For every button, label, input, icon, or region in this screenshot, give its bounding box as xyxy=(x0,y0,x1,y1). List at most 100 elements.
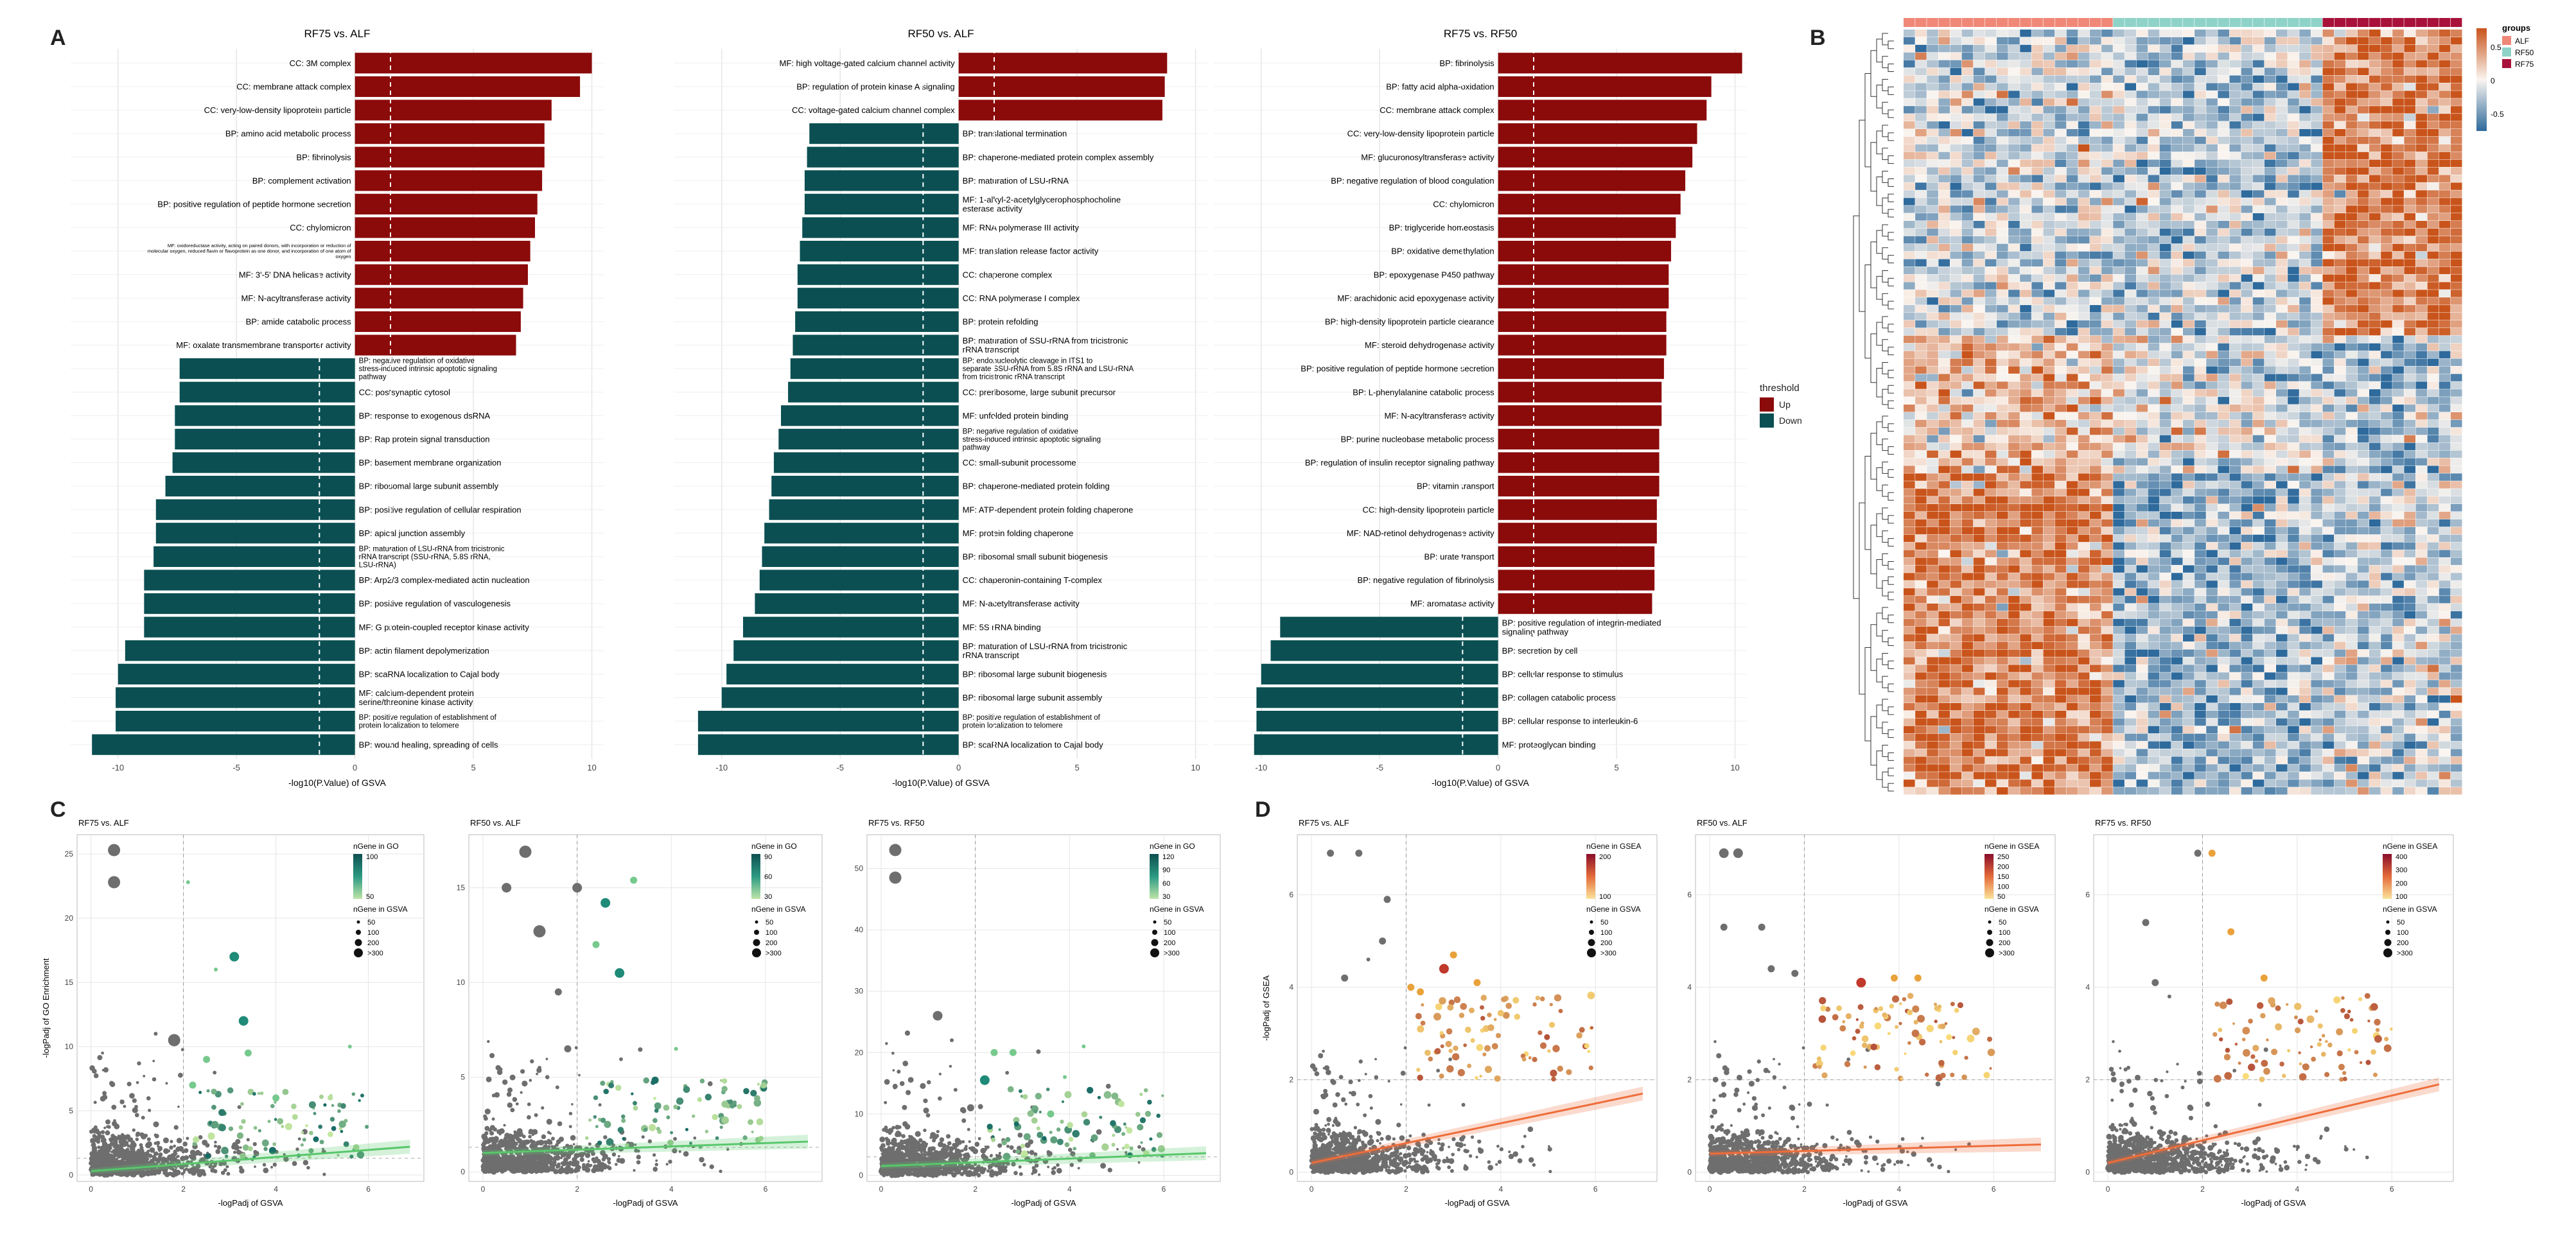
heatmap-cell xyxy=(2311,320,2322,328)
heatmap-cell xyxy=(2055,152,2067,160)
heatmap-cell xyxy=(1985,251,1997,259)
heatmap-cell xyxy=(2020,213,2031,221)
heatmap-cell xyxy=(2241,167,2253,175)
heatmap-cell xyxy=(2090,106,2101,114)
heatmap-cell xyxy=(2241,726,2253,734)
heatmap-cell xyxy=(1938,106,1950,114)
heatmap-cell xyxy=(2299,335,2311,344)
heatmap-cell xyxy=(2345,182,2358,190)
heatmap-cell xyxy=(2427,442,2439,451)
heatmap-cell xyxy=(2299,489,2311,496)
heatmap-cell xyxy=(2171,335,2183,344)
heatmap-cell xyxy=(2090,236,2101,244)
heatmap-cell xyxy=(2101,83,2113,91)
heatmap-cell xyxy=(2322,557,2335,565)
heatmap-cell xyxy=(2218,550,2229,557)
heatmap-cell xyxy=(2218,152,2229,160)
heatmap-cell xyxy=(2241,114,2253,121)
heatmap-cell xyxy=(2392,657,2404,665)
heatmap-cell xyxy=(2043,626,2055,634)
heatmap-cell xyxy=(2008,611,2020,619)
group-annotation-cell xyxy=(2404,18,2415,27)
heatmap-cell xyxy=(2066,128,2078,137)
heatmap-cell xyxy=(1985,152,1997,160)
heatmap-cell xyxy=(2404,266,2415,274)
heatmap-cell xyxy=(1927,749,1938,756)
heatmap-cell xyxy=(2159,604,2171,611)
heatmap-cell xyxy=(1985,121,1997,129)
heatmap-cell xyxy=(2264,190,2276,198)
heatmap-cell xyxy=(2148,297,2160,305)
heatmap-cell xyxy=(2008,228,2020,236)
heatmap-cell xyxy=(2322,573,2335,580)
heatmap-cell xyxy=(2055,496,2067,504)
heatmap-cell xyxy=(2183,458,2195,466)
heatmap-cell xyxy=(2264,91,2276,98)
bar xyxy=(1498,288,1669,309)
heatmap-cell xyxy=(2159,320,2171,328)
heatmap-cell xyxy=(2195,397,2206,405)
heatmap-cell xyxy=(2206,573,2218,580)
heatmap-cell xyxy=(2043,481,2055,489)
heatmap-cell xyxy=(2427,611,2439,619)
heatmap-cell xyxy=(2171,527,2183,535)
heatmap-cell xyxy=(2113,30,2125,37)
heatmap-cell xyxy=(2345,435,2358,443)
heatmap-cell xyxy=(2357,114,2369,121)
heatmap-cell xyxy=(2125,305,2136,313)
heatmap-cell xyxy=(2276,427,2288,435)
heatmap-cell xyxy=(2392,604,2404,611)
heatmap-cell xyxy=(2113,527,2125,535)
heatmap-cell xyxy=(2055,313,2067,320)
heatmap-cell xyxy=(2264,313,2276,320)
bar-label: BP: urate transport xyxy=(1424,552,1494,561)
heatmap-cell xyxy=(2357,389,2369,397)
heatmap-cell xyxy=(2218,52,2229,60)
heatmap-cell xyxy=(2020,419,2031,428)
heatmap-cell xyxy=(1985,98,1997,106)
heatmap-cell xyxy=(2101,366,2113,374)
heatmap-cell xyxy=(1950,128,1962,137)
heatmap-cell xyxy=(2404,67,2415,76)
heatmap-cell xyxy=(2311,504,2322,512)
heatmap-cell xyxy=(2427,450,2439,458)
heatmap-cell xyxy=(1961,550,1974,557)
bar xyxy=(355,264,528,285)
heatmap-cell xyxy=(1938,611,1950,619)
heatmap-cell xyxy=(1915,618,1927,627)
heatmap-cell xyxy=(2043,327,2055,336)
heatmap-cell xyxy=(2159,618,2171,627)
heatmap-cell xyxy=(2020,534,2031,543)
heatmap-cell xyxy=(2008,159,2020,168)
heatmap-cell xyxy=(2101,604,2113,611)
heatmap-cell xyxy=(2392,680,2404,688)
heatmap-cell xyxy=(2252,37,2265,45)
heatmap-cell xyxy=(2427,741,2439,749)
heatmap-cell xyxy=(2031,374,2043,381)
heatmap-cell xyxy=(2357,733,2369,742)
heatmap-cell xyxy=(2439,60,2451,68)
heatmap-cell xyxy=(1904,611,1915,619)
heatmap-cell xyxy=(2125,167,2136,175)
heatmap-cell xyxy=(2171,243,2183,252)
heatmap-cell xyxy=(2008,542,2020,550)
heatmap-cell xyxy=(2392,159,2404,168)
heatmap-cell xyxy=(1938,327,1950,336)
heatmap-cell xyxy=(2450,266,2462,274)
heatmap-cell xyxy=(2218,435,2229,443)
heatmap-cell xyxy=(2299,167,2311,175)
heatmap-cell xyxy=(2055,749,2067,756)
heatmap-cell xyxy=(2427,519,2439,527)
heatmap-cell xyxy=(1997,98,2008,106)
heatmap-cell xyxy=(2078,274,2090,282)
heatmap-cell xyxy=(2206,221,2218,229)
heatmap-cell xyxy=(2392,473,2404,481)
heatmap-cell xyxy=(1973,481,1985,489)
bar-label: BP: basement membrane organization xyxy=(359,458,502,467)
heatmap-cell xyxy=(2159,282,2171,290)
bar-label: MF: proteoglycan binding xyxy=(1502,740,1596,749)
heatmap-cell xyxy=(2345,733,2358,742)
heatmap-cell xyxy=(2218,756,2229,764)
group-annotation-cell xyxy=(2043,18,2055,27)
heatmap-cell xyxy=(2229,473,2241,481)
